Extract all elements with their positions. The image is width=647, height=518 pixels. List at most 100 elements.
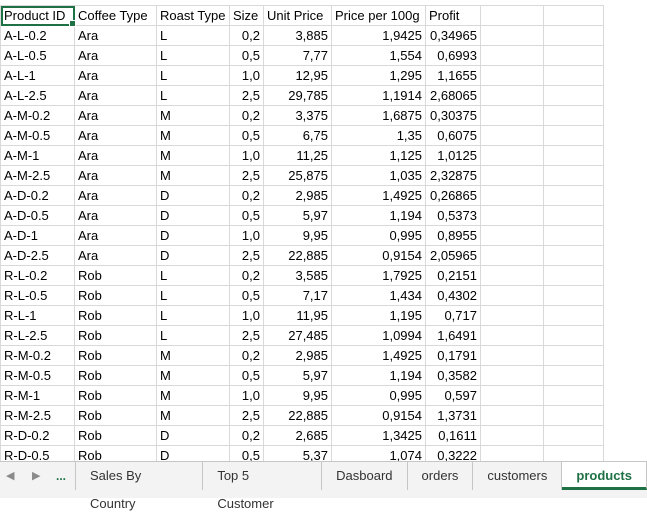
cell[interactable]: R-M-1 [0,385,75,406]
empty-cell[interactable] [480,405,544,426]
next-sheet-icon[interactable]: ▶ [32,470,41,482]
empty-cell[interactable] [480,345,544,366]
cell[interactable]: R-L-1 [0,305,75,326]
cell[interactable]: D [156,245,230,266]
cell[interactable]: D [156,225,230,246]
empty-cell[interactable] [543,265,604,286]
cell[interactable]: 1,0 [229,65,264,86]
empty-cell[interactable] [543,105,604,126]
cell[interactable]: 0,995 [331,225,426,246]
empty-cell[interactable] [480,245,544,266]
empty-cell[interactable] [543,405,604,426]
cell[interactable]: A-L-0.2 [0,25,75,46]
cell[interactable]: L [156,325,230,346]
cell[interactable]: Ara [74,45,157,66]
cell[interactable]: 0,9154 [331,405,426,426]
cell[interactable]: 2,5 [229,165,264,186]
cell[interactable]: Ara [74,245,157,266]
cell[interactable]: Rob [74,405,157,426]
cell[interactable]: 1,3425 [331,425,426,446]
cell[interactable]: 1,195 [331,305,426,326]
cell[interactable]: 0,8955 [425,225,481,246]
column-header-cell[interactable]: Profit [425,5,481,26]
cell[interactable]: L [156,65,230,86]
empty-cell[interactable] [543,445,604,461]
cell[interactable]: 22,885 [263,405,332,426]
cell[interactable]: L [156,85,230,106]
active-cell[interactable]: Product ID [0,5,75,26]
column-header-cell[interactable]: Coffee Type [74,5,157,26]
cell[interactable]: 7,77 [263,45,332,66]
cell[interactable]: 1,0 [229,145,264,166]
cell[interactable]: 5,97 [263,365,332,386]
sheet-tab-top-5-customer[interactable]: Top 5 Customer [203,462,323,511]
cell[interactable]: 3,585 [263,265,332,286]
cell[interactable]: A-D-2.5 [0,245,75,266]
cell[interactable]: 0,1611 [425,425,481,446]
cell[interactable]: 27,485 [263,325,332,346]
cell[interactable]: Ara [74,185,157,206]
sheet-tab-orders[interactable]: orders [407,462,474,490]
empty-cell[interactable] [480,165,544,186]
cell[interactable]: Ara [74,165,157,186]
empty-cell[interactable] [480,365,544,386]
cell[interactable]: 1,7925 [331,265,426,286]
cell[interactable]: Ara [74,25,157,46]
cell[interactable]: 1,035 [331,165,426,186]
cell[interactable]: A-D-0.5 [0,205,75,226]
empty-cell[interactable] [480,185,544,206]
cell[interactable]: D [156,425,230,446]
cell[interactable]: A-M-1 [0,145,75,166]
empty-cell[interactable] [480,65,544,86]
cell[interactable]: 0,9154 [331,245,426,266]
column-header-cell[interactable]: Price per 100g [331,5,426,26]
cell[interactable]: 1,9425 [331,25,426,46]
empty-cell[interactable] [543,325,604,346]
empty-cell[interactable] [543,285,604,306]
empty-cell[interactable] [543,5,604,26]
empty-cell[interactable] [480,125,544,146]
empty-cell[interactable] [543,165,604,186]
cell[interactable]: Rob [74,385,157,406]
empty-cell[interactable] [480,425,544,446]
cell[interactable]: M [156,105,230,126]
empty-cell[interactable] [480,225,544,246]
cell[interactable]: 1,074 [331,445,426,461]
cell[interactable]: 0,2 [229,345,264,366]
cell[interactable]: 3,375 [263,105,332,126]
empty-cell[interactable] [480,285,544,306]
cell[interactable]: R-L-2.5 [0,325,75,346]
cell[interactable]: Rob [74,365,157,386]
cell[interactable]: L [156,285,230,306]
empty-cell[interactable] [480,325,544,346]
empty-cell[interactable] [543,125,604,146]
cell[interactable]: 2,32875 [425,165,481,186]
cell[interactable]: 1,194 [331,205,426,226]
cell[interactable]: Ara [74,125,157,146]
cell[interactable]: A-L-2.5 [0,85,75,106]
cell[interactable]: 0,30375 [425,105,481,126]
prev-sheet-icon[interactable]: ◀ [6,470,15,482]
cell[interactable]: Ara [74,145,157,166]
cell[interactable]: 0,2 [229,265,264,286]
spreadsheet-grid[interactable]: Product ID Coffee Type Roast Type Size Unit … [0,0,647,461]
empty-cell[interactable] [480,205,544,226]
cell[interactable]: 1,6875 [331,105,426,126]
cell[interactable]: 5,37 [263,445,332,461]
cell[interactable]: 0,5 [229,45,264,66]
cell[interactable]: 11,25 [263,145,332,166]
cell[interactable]: D [156,205,230,226]
cell[interactable]: 9,95 [263,225,332,246]
cell[interactable]: L [156,265,230,286]
cell[interactable]: A-M-0.2 [0,105,75,126]
cell[interactable]: 0,2 [229,185,264,206]
cell[interactable]: A-L-0.5 [0,45,75,66]
cell[interactable]: M [156,345,230,366]
cell[interactable]: 0,2 [229,425,264,446]
empty-cell[interactable] [543,205,604,226]
cell[interactable]: M [156,385,230,406]
cell[interactable]: 1,194 [331,365,426,386]
empty-cell[interactable] [543,365,604,386]
cell[interactable]: A-M-0.5 [0,125,75,146]
cell[interactable]: 9,95 [263,385,332,406]
